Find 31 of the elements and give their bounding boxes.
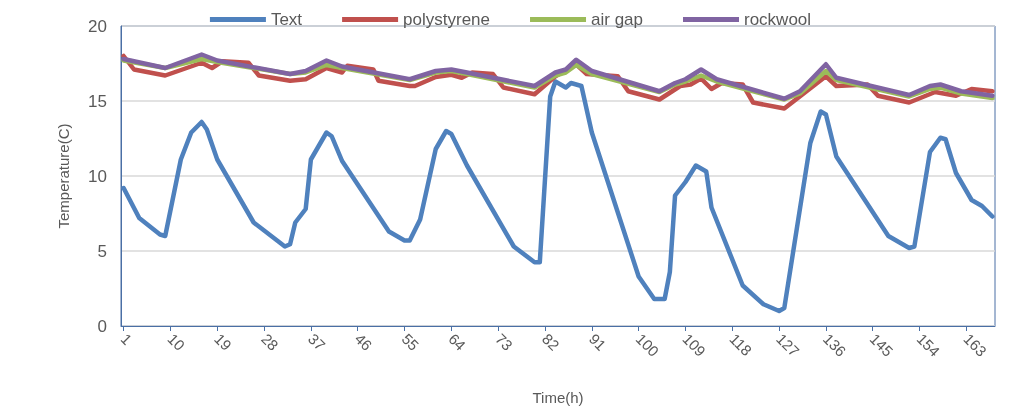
x-tick-label: 1	[117, 329, 136, 348]
x-axis-title: Time(h)	[532, 389, 584, 406]
x-tick-label: 109	[679, 329, 710, 360]
x-tick-label: 19	[211, 329, 236, 354]
x-tick-label: 10	[164, 329, 189, 354]
x-tick-label: 91	[585, 329, 610, 354]
legend-label: air gap	[591, 10, 644, 29]
x-tick-label: 118	[726, 329, 756, 359]
x-tick-label: 37	[304, 329, 329, 354]
legend-label: rockwool	[744, 10, 812, 29]
y-tick-label: 15	[88, 91, 107, 111]
x-tick-label: 145	[866, 329, 897, 360]
x-tick-label: 136	[819, 329, 850, 360]
x-tick-label: 28	[258, 329, 282, 354]
x-tick-label: 64	[445, 329, 470, 354]
line-series	[121, 79, 995, 314]
x-tick-label: 154	[913, 329, 944, 360]
legend-label: polystyrene	[403, 10, 491, 29]
legend-label: Text	[270, 10, 303, 29]
y-tick-label: 5	[97, 241, 107, 261]
x-tick-label: 127	[773, 329, 803, 360]
y-tick-label: 10	[88, 166, 107, 186]
x-tick-label: 55	[398, 329, 423, 354]
y-tick-label: 20	[88, 16, 107, 36]
y-tick-label: 0	[97, 316, 107, 336]
x-tick-label: 163	[960, 329, 991, 360]
x-tick-label: 100	[632, 329, 663, 360]
x-tick-label: 46	[351, 329, 376, 354]
x-tick-label: 82	[538, 329, 563, 354]
x-tick-label: 73	[492, 329, 516, 354]
y-axis-title: Temperature(C)	[55, 123, 72, 229]
